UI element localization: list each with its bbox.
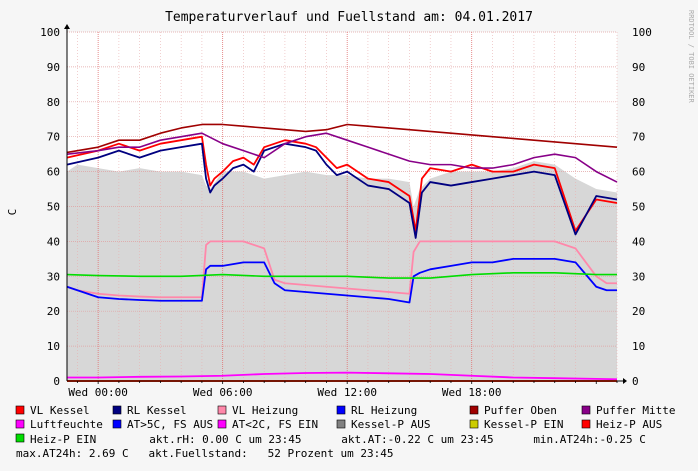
y-tick-label-right: 30 [632, 270, 645, 283]
legend-swatch [15, 405, 25, 415]
legend-label: Luftfeuchte [30, 418, 103, 431]
x-axis-arrow [623, 378, 627, 384]
legend-swatch [581, 405, 591, 415]
legend-label: AT<2C, FS EIN [232, 418, 318, 431]
y-tick-label-left: 50 [47, 201, 60, 214]
legend-label: VL Heizung [232, 404, 298, 417]
legend-swatch [15, 419, 25, 429]
y-tick-label-right: 10 [632, 340, 645, 353]
y-tick-label-right: 80 [632, 96, 645, 109]
stats-line-2: max.AT24h: 2.69 C akt.Fuellstand: 52 Pro… [16, 447, 394, 460]
y-tick-label-left: 40 [47, 235, 60, 248]
y-axis-arrow [64, 24, 70, 29]
legend-swatch [336, 405, 346, 415]
y-tick-label-left: 60 [47, 166, 60, 179]
y-tick-label-left: 100 [40, 26, 60, 39]
y-tick-label-right: 40 [632, 235, 645, 248]
y-axis-label: C [6, 209, 19, 216]
legend-swatch [469, 419, 479, 429]
series-line-puffer-mitte [66, 132, 618, 183]
y-tick-label-right: 100 [632, 26, 652, 39]
y-tick-label-right: 90 [632, 61, 645, 74]
x-tick-label: Wed 18:00 [442, 386, 502, 399]
legend-label: AT>5C, FS AUS [127, 418, 213, 431]
legend-swatch [469, 405, 479, 415]
legend-swatch [112, 405, 122, 415]
series-line-rl-kessel [66, 142, 618, 239]
y-tick-label-right: 70 [632, 131, 645, 144]
y-tick-label-right: 20 [632, 305, 645, 318]
y-tick-label-left: 80 [47, 96, 60, 109]
series-line-heiz-p-ein [66, 272, 617, 279]
axis-layer: 0 0 10 10 20 20 30 30 40 40 50 50 60 60 70 70 80 80 90 90 10… [40, 24, 652, 399]
series-line-vl-kessel [66, 135, 618, 232]
legend-label: Puffer Oben [484, 404, 557, 417]
y-tick-label-left: 30 [47, 270, 60, 283]
legend-swatch [581, 419, 591, 429]
legend-swatch [336, 419, 346, 429]
fill-area-fuellstand [67, 161, 617, 381]
legend-label: VL Kessel [30, 404, 90, 417]
y-tick-label-left: 90 [47, 61, 60, 74]
legend-swatch [217, 419, 227, 429]
series-line-at-2c-fs-ein [67, 371, 618, 381]
legend-label: Kessel-P AUS [351, 418, 430, 431]
y-tick-label-right: 0 [632, 375, 639, 388]
y-tick-label-left: 20 [47, 305, 60, 318]
y-tick-label-right: 60 [632, 166, 645, 179]
legend-swatch [217, 405, 227, 415]
series-line-puffer-oben [66, 123, 618, 154]
y-tick-label-left: 0 [53, 375, 60, 388]
legend-label: Kessel-P EIN [484, 418, 563, 431]
series-line-vl-heizung [66, 240, 617, 299]
legend-label: RL Kessel [127, 404, 187, 417]
fill-layer [67, 161, 617, 381]
chart-title: Temperaturverlauf und Fuellstand am: 04.… [165, 10, 533, 25]
x-tick-label: Wed 06:00 [193, 386, 253, 399]
legend: VL Kessel RL Kessel VL Heizung RL Heizung Pu… [15, 404, 675, 443]
series-line-rl-heizung [66, 257, 617, 304]
y-tick-label-left: 70 [47, 131, 60, 144]
x-tick-label: Wed 00:00 [68, 386, 128, 399]
legend-swatch [15, 433, 25, 443]
watermark: RRDTOOL / TOBI OETIKER [687, 10, 695, 104]
legend-label: Puffer Mitte [596, 404, 675, 417]
stats-line-1: Heiz-P EIN akt.rH: 0.00 C um 23:45 akt.A… [30, 433, 646, 446]
y-tick-label-right: 50 [632, 201, 645, 214]
legend-label: Heiz-P AUS [596, 418, 662, 431]
legend-swatch [112, 419, 122, 429]
x-tick-label: Wed 12:00 [317, 386, 377, 399]
y-tick-label-left: 10 [47, 340, 60, 353]
legend-label: RL Heizung [351, 404, 417, 417]
